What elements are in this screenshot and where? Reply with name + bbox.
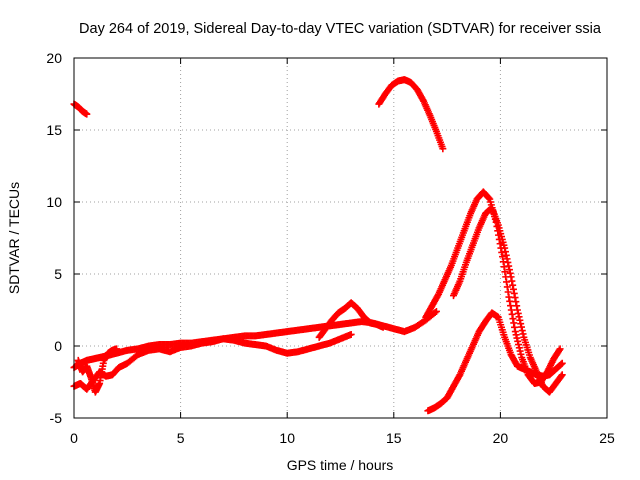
data-point bbox=[347, 330, 355, 338]
series-evening-lower-rise bbox=[424, 309, 566, 415]
y-tick-label: 20 bbox=[46, 50, 62, 66]
series-evening-secondary bbox=[449, 204, 566, 396]
series-mid-morning-bump bbox=[315, 299, 387, 341]
y-axis-label: SDTVAR / TECUs bbox=[6, 182, 22, 294]
x-tick-labels: 0 5 10 15 20 25 bbox=[70, 430, 615, 446]
y-tick-label: 0 bbox=[54, 338, 62, 354]
data-point bbox=[556, 345, 564, 353]
chart-title: Day 264 of 2019, Sidereal Day-to-day VTE… bbox=[79, 21, 602, 37]
data-point bbox=[113, 345, 121, 353]
x-tick-label: 10 bbox=[279, 430, 295, 446]
data-point bbox=[432, 307, 440, 315]
x-tick-label: 5 bbox=[177, 430, 185, 446]
series-afternoon-high bbox=[375, 76, 447, 153]
data-point bbox=[439, 145, 447, 153]
series-start-high bbox=[70, 100, 91, 118]
data-point bbox=[83, 110, 91, 118]
x-tick-label: 0 bbox=[70, 430, 78, 446]
y-tick-labels: -5 0 5 10 15 20 bbox=[46, 50, 62, 426]
data-points bbox=[70, 76, 566, 415]
data-point bbox=[379, 323, 387, 331]
x-tick-label: 20 bbox=[493, 430, 509, 446]
x-axis-label: GPS time / hours bbox=[287, 457, 394, 473]
plot-frame bbox=[73, 57, 608, 419]
data-point-fill bbox=[431, 309, 439, 317]
x-tick-label: 25 bbox=[599, 430, 615, 446]
x-tick-label: 15 bbox=[386, 430, 402, 446]
axis-ticks bbox=[73, 57, 608, 419]
series-late-cluster bbox=[74, 345, 121, 396]
series-baseline-lower bbox=[70, 330, 355, 393]
y-tick-label: 15 bbox=[46, 122, 62, 138]
data-point bbox=[558, 359, 566, 367]
y-tick-label: 10 bbox=[46, 194, 62, 210]
y-tick-label: -5 bbox=[50, 410, 63, 426]
y-tick-label: 5 bbox=[54, 266, 62, 282]
data-point bbox=[558, 371, 566, 379]
